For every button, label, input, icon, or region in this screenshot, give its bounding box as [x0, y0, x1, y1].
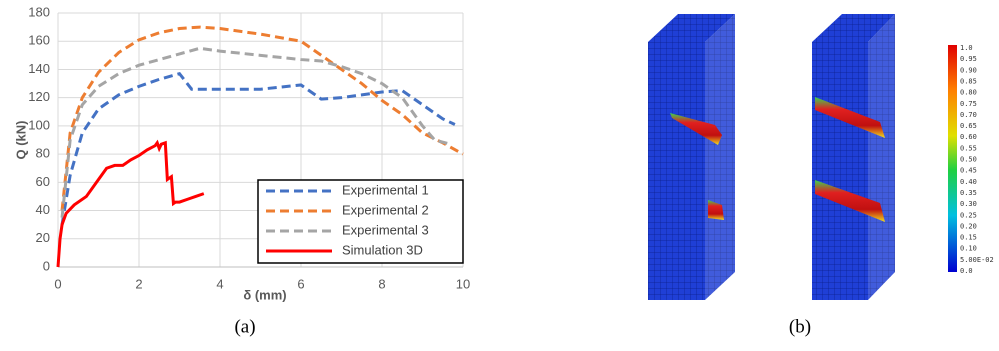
x-tick-label: 8	[378, 276, 385, 291]
colorbar-label: 0.20	[960, 222, 977, 230]
legend-label: Simulation 3D	[342, 242, 423, 257]
y-tick-label: 120	[28, 89, 50, 104]
chart-a: δ (mm) Q (kN) 0 20 40 60 80 100 120 140 160 180 0 2…	[13, 4, 470, 302]
series-line	[58, 143, 204, 267]
x-axis-label: δ (mm)	[243, 287, 286, 302]
colorbar-label: 0.95	[960, 55, 977, 63]
colorbar-label: 0.50	[960, 156, 977, 164]
x-tick-label: 0	[54, 276, 61, 291]
colorbar-label: 0.85	[960, 77, 977, 85]
y-tick-label: 40	[36, 202, 50, 217]
legend-label: Experimental 2	[342, 202, 429, 217]
colorbar-label: 0.10	[960, 245, 977, 253]
y-tick-label: 0	[43, 258, 50, 273]
colorbar	[948, 45, 957, 272]
y-tick-label: 160	[28, 33, 50, 48]
fe-model-image	[648, 14, 957, 300]
colorbar-label: 0.70	[960, 111, 977, 119]
colorbar-label: 1.0	[960, 44, 973, 52]
colorbar-label: 0.40	[960, 178, 977, 186]
x-tick-label: 4	[216, 276, 223, 291]
colorbar-label: 0.30	[960, 200, 977, 208]
colorbar-label: 0.90	[960, 66, 977, 74]
colorbar-label: 0.25	[960, 211, 977, 219]
x-tick-label: 6	[297, 276, 304, 291]
y-tick-label: 60	[36, 174, 50, 189]
y-tick-label: 180	[28, 4, 50, 19]
colorbar-label: 0.45	[960, 167, 977, 175]
colorbar-label: 0.0	[960, 267, 973, 275]
colorbar-label: 0.65	[960, 122, 977, 130]
colorbar-label: 0.35	[960, 189, 977, 197]
caption: (b)	[789, 316, 811, 337]
colorbar-label: 0.75	[960, 100, 977, 108]
y-tick-label: 140	[28, 61, 50, 76]
caption: (a)	[234, 316, 255, 337]
y-tick-label: 20	[36, 230, 50, 245]
y-tick-label: 80	[36, 146, 50, 161]
figure: δ (mm) Q (kN) 0 20 40 60 80 100 120 140 160 180 0 2…	[0, 0, 999, 351]
colorbar-label: 0.55	[960, 144, 977, 152]
block-side	[705, 14, 735, 300]
x-tick-label: 2	[135, 276, 142, 291]
y-axis-label: Q (kN)	[13, 121, 28, 160]
y-tick-label: 100	[28, 117, 50, 132]
block-front	[648, 42, 705, 300]
colorbar-label: 0.80	[960, 89, 977, 97]
colorbar-label: 5.00E-02	[960, 256, 994, 264]
colorbar-label: 0.60	[960, 133, 977, 141]
x-tick-label: 10	[456, 276, 470, 291]
colorbar-label: 0.15	[960, 234, 977, 242]
block-front	[812, 42, 868, 300]
legend-label: Experimental 1	[342, 182, 429, 197]
legend-label: Experimental 3	[342, 222, 429, 237]
block-side	[868, 14, 895, 300]
